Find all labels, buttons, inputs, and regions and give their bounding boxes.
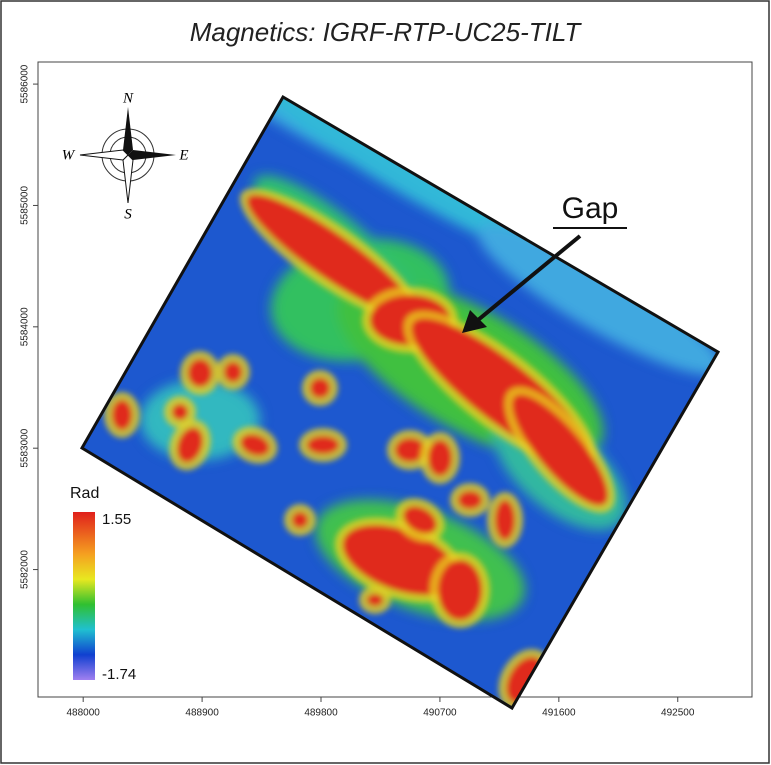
y-tick-label: 5584000 [20, 307, 31, 346]
anomaly-core [188, 359, 212, 387]
page: {"title": "Magnetics: IGRF-RTP-UC25-TILT… [0, 0, 771, 765]
anomaly-core [367, 594, 383, 606]
compass-e: E [178, 147, 188, 163]
legend-title: Rad [70, 485, 99, 502]
anomaly-core [428, 440, 452, 476]
x-tick-label: 488000 [66, 708, 100, 719]
x-tick-label: 489800 [304, 708, 338, 719]
x-tick-label: 491600 [542, 708, 576, 719]
annotation: Gap [562, 192, 619, 225]
x-tick-label: 492500 [661, 708, 695, 719]
y-tick-label: 5586000 [20, 64, 31, 103]
anomaly-core [458, 491, 482, 509]
compass-s: S [124, 206, 132, 222]
y-tick-label: 5582000 [20, 550, 31, 589]
anomaly-core [224, 362, 242, 382]
x-tick-label: 490700 [423, 708, 457, 719]
anomaly-core [112, 400, 132, 430]
compass-w: W [62, 147, 76, 163]
anomaly-core [310, 378, 330, 398]
anomaly-core [292, 512, 308, 528]
y-tick-label: 5583000 [20, 428, 31, 467]
anomaly-core [495, 500, 515, 540]
legend-max: 1.55 [102, 511, 131, 528]
y-tick-label: 5585000 [20, 186, 31, 225]
x-tick-label: 488900 [185, 708, 219, 719]
colorbar [73, 512, 95, 680]
legend-min: -1.74 [102, 666, 136, 683]
map-title: Magnetics: IGRF-RTP-UC25-TILT [190, 17, 583, 47]
map-figure: Magnetics: IGRF-RTP-UC25-TILT N S E W Ga… [0, 0, 771, 765]
anomaly-core [172, 404, 188, 420]
anomaly-core [307, 436, 339, 454]
anomaly-core [438, 560, 482, 620]
compass-n: N [122, 90, 134, 106]
